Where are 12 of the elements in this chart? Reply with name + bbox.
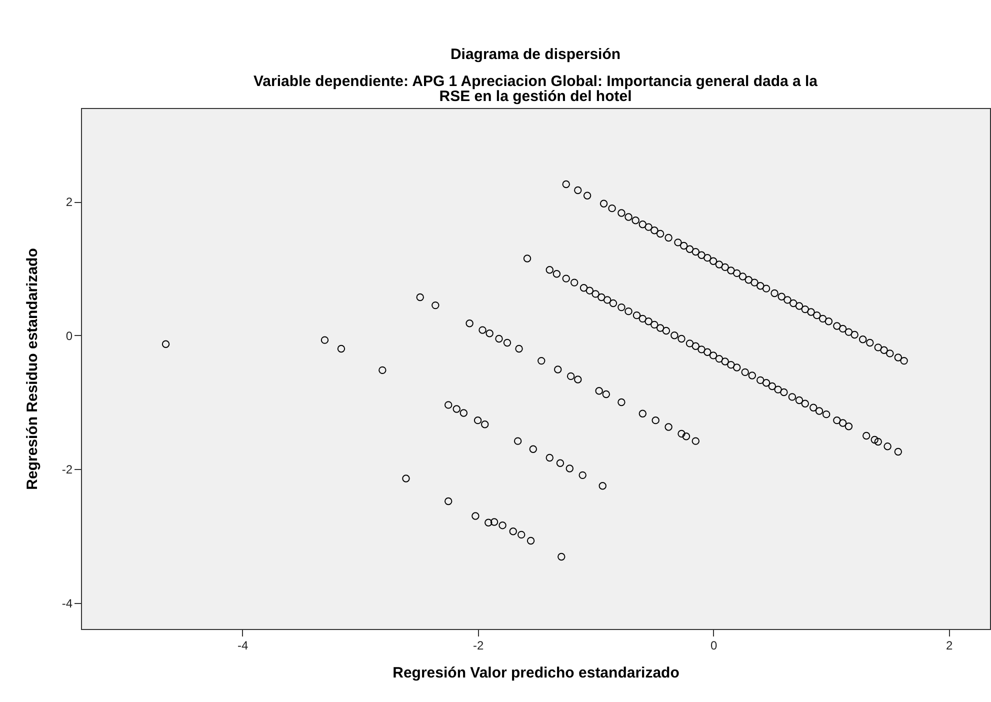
x-tick-label: 2 [946, 638, 953, 652]
chart-title: Diagrama de dispersión [450, 46, 621, 63]
x-tick-label: 0 [710, 638, 718, 652]
y-tick-label: 0 [66, 328, 73, 343]
x-tick-label: -2 [472, 638, 484, 652]
chart-subtitle: Variable dependiente: APG 1 Apreciacion Global: Importancia general dada a la RSE en la gestión del hotel [253, 73, 818, 105]
y-tick-label: -2 [62, 462, 73, 477]
x-tick-label: -4 [237, 638, 248, 652]
y-axis-title: Regresión Residuo estandarizado [24, 248, 41, 490]
y-tick-label: -4 [62, 596, 73, 610]
x-axis-title: Regresión Valor predicho estandarizado [392, 664, 680, 682]
y-tick-label: 2 [66, 195, 73, 210]
